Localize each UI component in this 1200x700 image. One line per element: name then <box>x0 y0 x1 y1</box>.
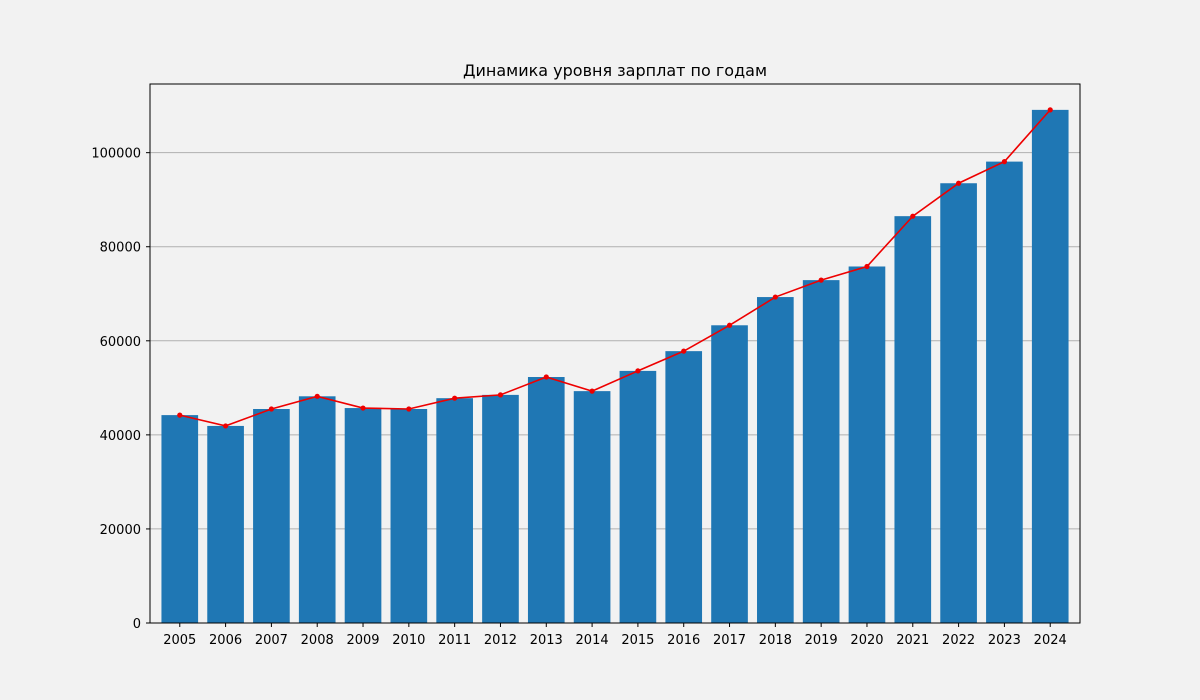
y-tick-label: 20000 <box>100 523 141 538</box>
trend-point-2021 <box>910 213 916 219</box>
trend-point-2012 <box>497 392 504 398</box>
bar-2016 <box>665 351 703 623</box>
bar-2017 <box>711 325 748 623</box>
x-tick-label: 2012 <box>484 633 517 648</box>
bar-2005 <box>161 415 199 623</box>
y-tick-label: 60000 <box>100 335 141 350</box>
x-tick-label: 2017 <box>713 633 746 648</box>
bar-2023 <box>986 161 1023 623</box>
bar-2021 <box>894 216 932 623</box>
trend-point-2014 <box>589 388 595 394</box>
chart-title: Динамика уровня зарплат по годам <box>463 61 767 80</box>
bar-2012 <box>482 394 519 623</box>
y-tick-label: 80000 <box>100 241 141 256</box>
bar-2014 <box>573 391 611 623</box>
bars <box>161 109 1069 624</box>
trend-point-2019 <box>818 277 824 283</box>
x-tick-label: 2019 <box>805 633 838 648</box>
x-tick-label: 2005 <box>163 633 196 648</box>
trend-point-2007 <box>268 406 275 412</box>
x-tick-label: 2007 <box>255 633 288 648</box>
bar-2008 <box>298 396 336 623</box>
trend-point-2010 <box>406 406 412 412</box>
trend-point-2009 <box>360 405 366 411</box>
bar-2006 <box>207 425 244 623</box>
x-tick-label: 2014 <box>576 633 609 648</box>
bar-2013 <box>527 377 565 623</box>
trend-point-2005 <box>177 412 183 418</box>
x-tick-label: 2021 <box>896 633 929 648</box>
bar-2010 <box>390 408 428 623</box>
bar-2011 <box>436 398 473 623</box>
bar-2015 <box>619 370 657 623</box>
trend-point-2011 <box>452 395 458 401</box>
trend-point-2020 <box>864 263 870 270</box>
plot-frame <box>149 83 1081 624</box>
y-tick-label: 100000 <box>91 147 141 162</box>
x-tick-label: 2010 <box>392 633 425 648</box>
trend-point-2006 <box>222 423 229 429</box>
bar-2019 <box>802 280 840 623</box>
trend-point-2013 <box>543 374 549 380</box>
y-tick-label: 0 <box>133 617 141 632</box>
trend-point-2022 <box>955 180 962 186</box>
trend-point-2023 <box>1001 159 1008 165</box>
trend-polyline <box>179 109 1051 427</box>
trend-point-2016 <box>681 348 687 354</box>
bar-2022 <box>940 183 977 623</box>
x-tick-label: 2016 <box>667 633 700 648</box>
trend-point-2017 <box>726 322 733 328</box>
x-axis-ticks: 2005 2006 2007 2008 2009 2010 2011 2012 2013 2014… <box>163 623 1067 648</box>
x-tick-label: 2009 <box>346 633 379 648</box>
bar-2020 <box>848 266 886 623</box>
x-tick-label: 2024 <box>1034 633 1067 648</box>
bar-2007 <box>253 408 290 623</box>
x-tick-label: 2013 <box>530 633 563 648</box>
x-tick-label: 2022 <box>942 633 975 648</box>
x-tick-label: 2015 <box>621 633 654 648</box>
bar-2024 <box>1031 109 1069 624</box>
x-tick-label: 2018 <box>759 633 792 648</box>
trend-point-2008 <box>314 393 320 399</box>
y-tick-label: 40000 <box>100 429 141 444</box>
bar-2018 <box>757 297 794 623</box>
trend-line <box>177 107 1053 429</box>
x-tick-label: 2006 <box>209 633 242 648</box>
trend-point-2018 <box>772 294 778 300</box>
x-tick-label: 2023 <box>988 633 1021 648</box>
trend-point-2024 <box>1047 107 1053 113</box>
x-tick-label: 2008 <box>301 633 334 648</box>
x-tick-label: 2011 <box>438 633 471 648</box>
bar-2009 <box>344 408 382 623</box>
x-tick-label: 2020 <box>850 633 883 648</box>
trend-point-2015 <box>635 368 641 374</box>
y-axis-ticks: 0 20000 40000 60000 80000 100000 <box>91 147 150 632</box>
